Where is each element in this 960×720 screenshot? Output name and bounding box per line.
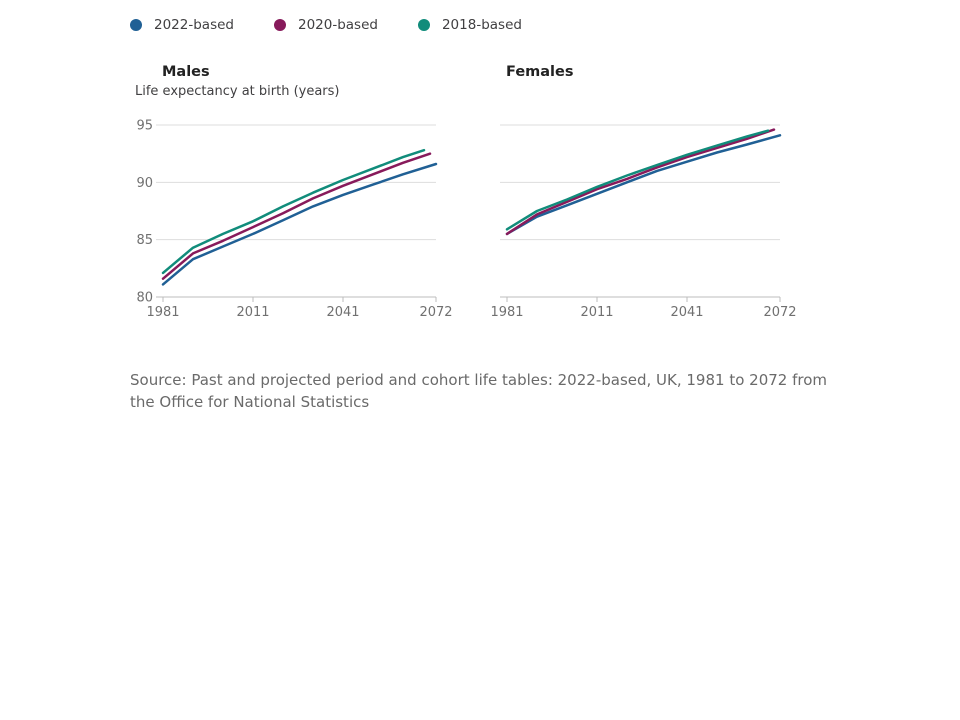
females-series-2018-based xyxy=(505,129,770,231)
legend-item-2022: 2022-based xyxy=(130,17,234,33)
males-ytick-85: 85 xyxy=(136,233,153,248)
females-series-2022-based xyxy=(505,134,782,236)
males-series-2018-based xyxy=(161,148,426,275)
females-xtick-2011: 2011 xyxy=(580,305,613,320)
males-xtick-1981: 1981 xyxy=(146,305,179,320)
females-xtick-2072: 2072 xyxy=(763,305,796,320)
males-xtick-2041: 2041 xyxy=(326,305,359,320)
males-panel-title: Males xyxy=(162,64,210,80)
source-note: Source: Past and projected period and co… xyxy=(130,371,828,411)
legend-item-2018: 2018-based xyxy=(417,17,522,33)
males-ytick-80: 80 xyxy=(136,291,153,306)
females-series-2020-based xyxy=(505,128,776,236)
charts-canvas: 80 85 90 95 1981 2011 2041 2072 1981 2011 2041 2072 xyxy=(136,119,796,321)
females-xtick-2041: 2041 xyxy=(670,305,703,320)
males-ytick-90: 90 xyxy=(136,176,153,191)
females-xtick-1981: 1981 xyxy=(490,305,523,320)
legend-dot-2022 xyxy=(130,19,142,31)
males-xtick-2072: 2072 xyxy=(419,305,452,320)
legend-label-2022: 2022-based xyxy=(154,17,234,33)
males-series-2022-based xyxy=(161,162,438,286)
legend-dot-2018 xyxy=(417,19,430,31)
legend-label-2020: 2020-based xyxy=(297,17,378,33)
males-series-2020-based xyxy=(161,152,432,280)
legend-label-2018: 2018-based xyxy=(441,17,522,33)
legend-item-2020: 2020-based xyxy=(273,17,378,33)
legend-dot-2020 xyxy=(273,19,286,31)
males-xtick-2011: 2011 xyxy=(236,305,269,320)
legend: 2022-based 2020-based 2018-based xyxy=(130,17,522,33)
females-panel-title: Females xyxy=(506,64,574,80)
males-ytick-95: 95 xyxy=(136,119,153,134)
y-axis-label: Life expectancy at birth (years) xyxy=(135,84,340,99)
